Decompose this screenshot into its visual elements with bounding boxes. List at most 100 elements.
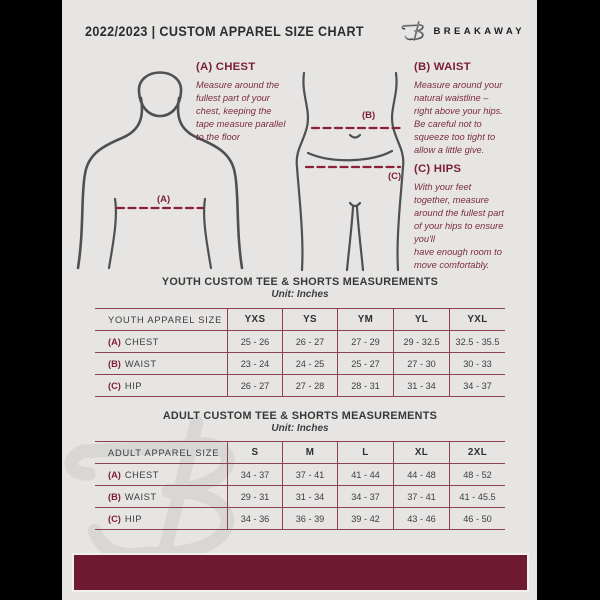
row-prefix: (C) <box>108 513 121 524</box>
hips-instructions: (C) HIPS With your feet together, measur… <box>414 163 536 272</box>
table-cell: 24 - 25 <box>282 352 337 374</box>
breakaway-b-logo-icon <box>400 21 424 41</box>
table-cell: 28 - 31 <box>337 374 393 396</box>
adult-chest-row-label: (A) CHEST <box>95 463 227 485</box>
brand-name: BREAKAWAY <box>433 25 525 37</box>
waist-body: Measure around your natural waistline – … <box>414 80 503 156</box>
left-inner-arm <box>107 197 118 270</box>
left-side-outline <box>295 71 309 272</box>
table-cell: 27 - 29 <box>337 330 393 352</box>
adult-table-unit: Unit: Inches <box>271 423 329 434</box>
right-inner-arm <box>202 197 213 270</box>
page-title: 2022/2023 | CUSTOM APPAREL SIZE CHART <box>85 23 364 39</box>
table-cell: 34 - 37 <box>449 374 505 396</box>
table-cell: 39 - 42 <box>337 507 393 529</box>
table-cell: 26 - 27 <box>227 374 282 396</box>
table-cell: 23 - 24 <box>227 352 282 374</box>
table-cell: 27 - 30 <box>393 352 449 374</box>
row-label: HIP <box>124 380 142 391</box>
crotch-curve <box>348 201 362 208</box>
adult-size-l: L <box>337 441 393 463</box>
hips-body: With your feet together, measure around … <box>414 182 504 271</box>
table-cell: 30 - 33 <box>449 352 505 374</box>
left-shoulder-arm <box>76 96 144 270</box>
adult-hip-row-label: (C) HIP <box>95 507 227 529</box>
table-cell: 36 - 39 <box>282 507 337 529</box>
youth-chest-row-label: (A) CHEST <box>95 330 227 352</box>
table-cell: 37 - 41 <box>282 463 337 485</box>
adult-size-xl: XL <box>393 441 449 463</box>
row-label: WAIST <box>124 358 157 369</box>
table-cell: 29 - 32.5 <box>393 330 449 352</box>
youth-hip-row-label: (C) HIP <box>95 374 227 396</box>
row-prefix: (A) <box>108 469 121 480</box>
table-cell: 46 - 50 <box>449 507 505 529</box>
youth-size-table: YOUTH APPAREL SIZE YXS YS YM YL YXL (A) … <box>95 308 505 397</box>
footer-accent-bar <box>72 553 529 592</box>
adult-size-2xl: 2XL <box>449 441 505 463</box>
adult-size-s: S <box>227 441 282 463</box>
youth-size-ym: YM <box>337 308 393 330</box>
youth-size-yl: YL <box>393 308 449 330</box>
row-prefix: (B) <box>108 358 121 369</box>
adult-size-m: M <box>282 441 337 463</box>
adult-size-header: ADULT APPAREL SIZE <box>95 441 227 463</box>
table-cell: 29 - 31 <box>227 485 282 507</box>
table-cell: 27 - 28 <box>282 374 337 396</box>
hips-heading: (C) HIPS <box>414 163 462 175</box>
table-cell: 48 - 52 <box>449 463 505 485</box>
chest-instructions: (A) CHEST Measure around the fullest par… <box>196 61 318 144</box>
table-cell: 25 - 27 <box>337 352 393 374</box>
table-cell: 34 - 37 <box>227 463 282 485</box>
adult-table-title: ADULT CUSTOM TEE & SHORTS MEASUREMENTS <box>162 410 438 422</box>
table-cell: 34 - 37 <box>337 485 393 507</box>
youth-size-yxl: YXL <box>449 308 505 330</box>
chest-heading: (A) CHEST <box>196 61 256 73</box>
table-cell: 37 - 41 <box>393 485 449 507</box>
header: 2022/2023 | CUSTOM APPAREL SIZE CHART <box>85 16 525 46</box>
youth-size-ys: YS <box>282 308 337 330</box>
table-cell: 41 - 44 <box>337 463 393 485</box>
row-prefix: (A) <box>108 336 121 347</box>
waist-line-label: (B) <box>362 110 376 121</box>
torso-diagram <box>76 71 244 270</box>
waist-heading: (B) WAIST <box>414 61 471 73</box>
left-inner-leg <box>345 205 355 272</box>
table-cell: 43 - 46 <box>393 507 449 529</box>
table-cell: 34 - 36 <box>227 507 282 529</box>
waist-instructions: (B) WAIST Measure around your natural wa… <box>414 61 536 157</box>
table-cell: 26 - 27 <box>282 330 337 352</box>
youth-size-yxs: YXS <box>227 308 282 330</box>
row-label: CHEST <box>124 469 159 480</box>
adult-size-table: ADULT APPAREL SIZE S M L XL 2XL (A) CHES… <box>95 441 505 530</box>
youth-table-unit: Unit: Inches <box>271 289 329 300</box>
chest-body: Measure around the fullest part of your … <box>196 80 286 143</box>
table-cell: 41 - 45.5 <box>449 485 505 507</box>
row-prefix: (C) <box>108 380 121 391</box>
head-outline <box>137 71 183 118</box>
brand-lockup: BREAKAWAY <box>400 19 525 43</box>
row-prefix: (B) <box>108 491 121 502</box>
row-label: WAIST <box>124 491 157 502</box>
hips-line-label: (C) <box>388 171 402 182</box>
adult-waist-row-label: (B) WAIST <box>95 485 227 507</box>
lower-body-diagram <box>295 71 405 272</box>
hip-curve <box>306 149 394 162</box>
table-cell: 25 - 26 <box>227 330 282 352</box>
youth-size-header: YOUTH APPAREL SIZE <box>95 308 227 330</box>
table-cell: 31 - 34 <box>393 374 449 396</box>
row-label: HIP <box>124 513 142 524</box>
row-label: CHEST <box>124 336 159 347</box>
right-shoulder-arm <box>176 96 244 270</box>
right-inner-leg <box>355 205 365 272</box>
table-cell: 32.5 - 35.5 <box>449 330 505 352</box>
table-cell: 44 - 48 <box>393 463 449 485</box>
table-cell: 31 - 34 <box>282 485 337 507</box>
chest-line-label: (A) <box>157 194 171 205</box>
navel <box>348 133 362 139</box>
right-side-outline <box>391 71 405 272</box>
flyer-page: 2022/2023 | CUSTOM APPAREL SIZE CHART <box>62 0 537 600</box>
youth-waist-row-label: (B) WAIST <box>95 352 227 374</box>
youth-table-title: YOUTH CUSTOM TEE & SHORTS MEASUREMENTS <box>161 276 439 288</box>
